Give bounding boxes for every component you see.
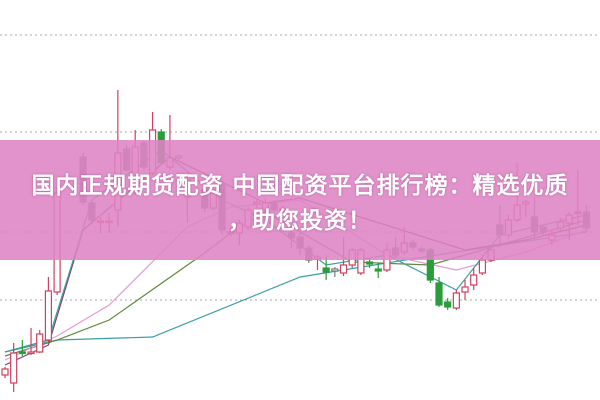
candle [27,328,35,355]
candle-body [339,264,348,274]
candle [44,277,53,342]
title-line-1: 国内正规期货配资 中国配资平台排行榜：精选优质 [31,173,569,199]
title-banner [0,140,600,260]
candle [374,263,382,278]
candle-body [10,352,18,384]
candle [470,268,478,290]
candle [1,367,9,378]
candle-body [322,267,330,273]
candle [10,343,18,392]
candle-body [1,368,9,376]
candle [331,267,339,277]
candle-body [374,268,382,272]
candle [452,290,460,310]
candle-body [478,259,486,274]
candle-body [435,282,443,306]
candle-body [36,333,44,353]
candle-body [470,274,478,286]
candle-body [27,351,35,355]
candle-body [461,286,469,293]
candle-body [44,290,53,341]
candle [461,280,469,300]
candle-body [331,268,339,272]
candle-body [444,301,452,308]
candle [435,277,443,307]
candle-body [365,261,374,265]
candle-body [18,351,26,355]
candle [36,330,44,353]
candle-body [452,292,460,309]
candle [18,340,26,356]
candle [444,298,452,310]
title-line-2: ，助您投资！ [228,208,372,234]
